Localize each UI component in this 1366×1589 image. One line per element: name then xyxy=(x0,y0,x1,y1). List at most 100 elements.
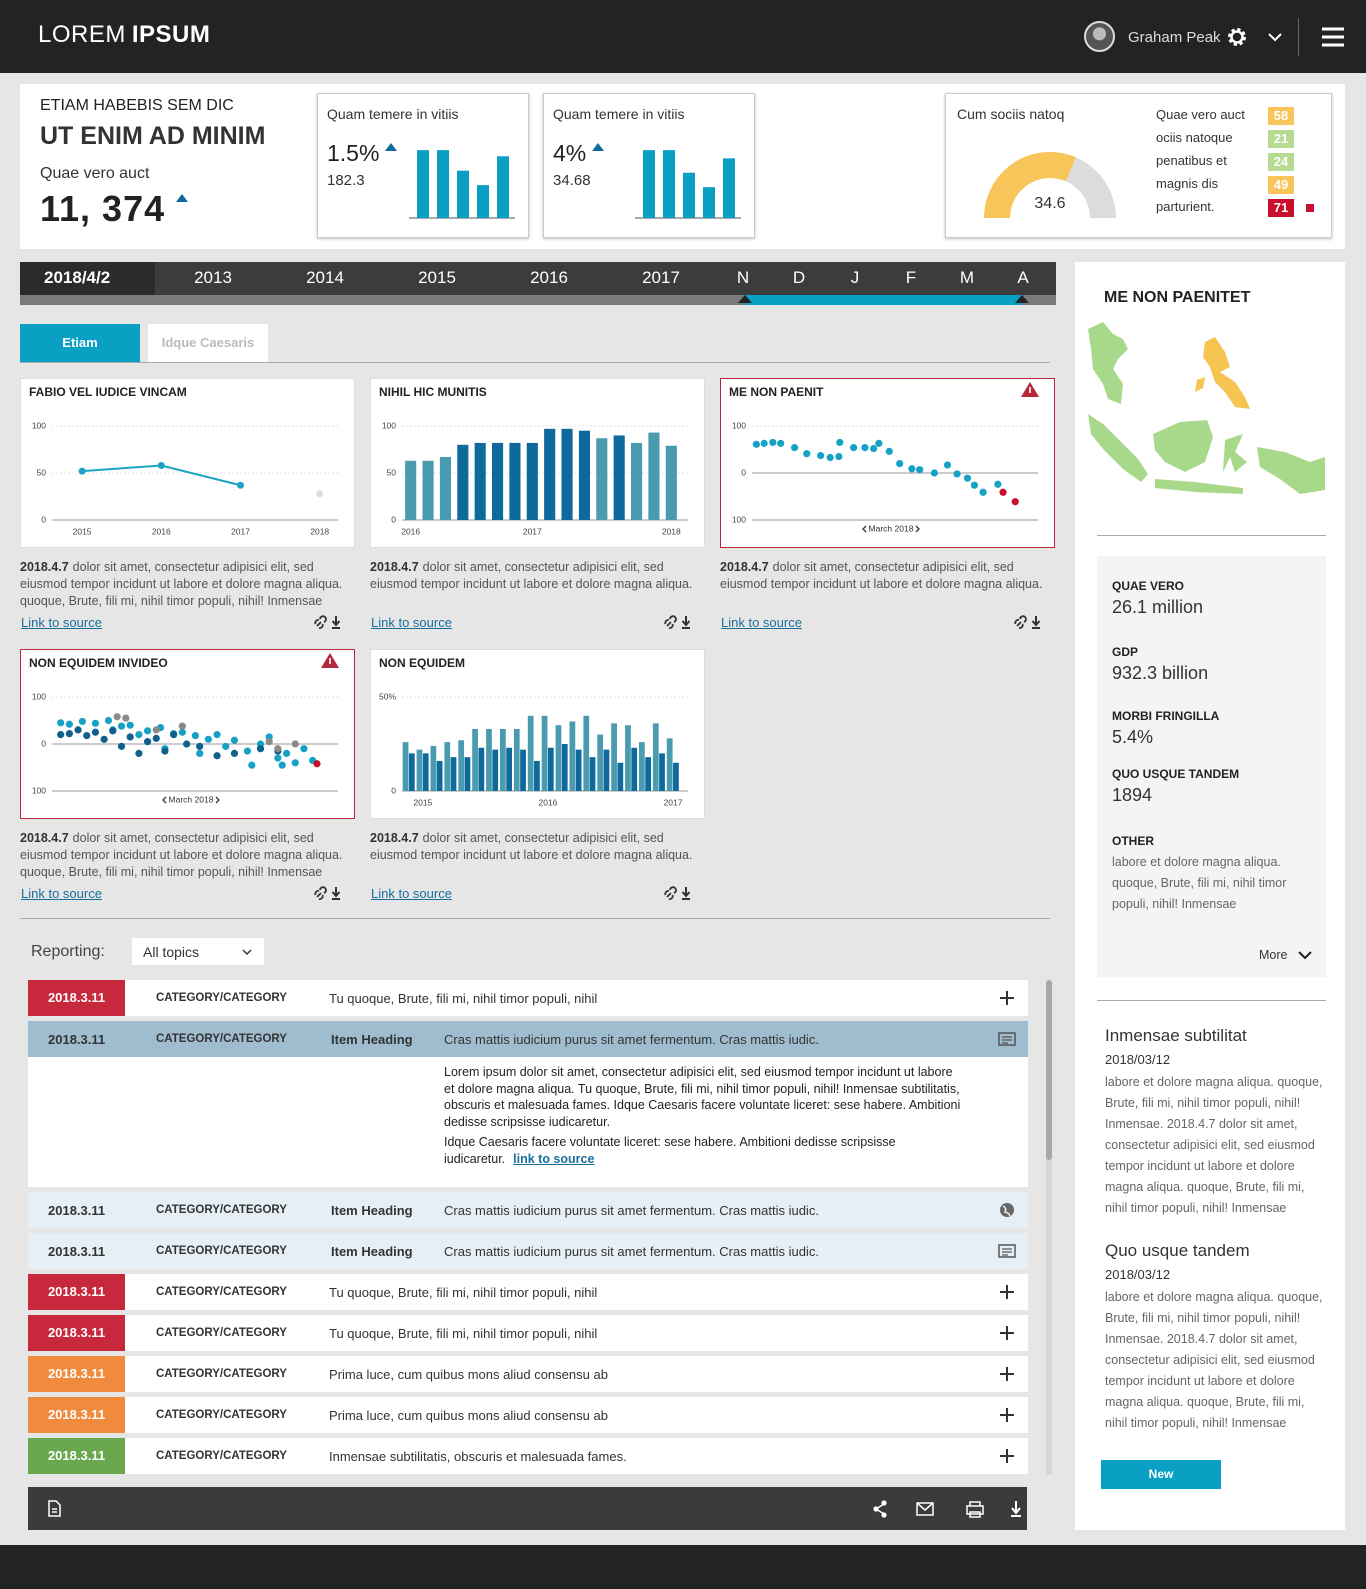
card-value: 34.68 xyxy=(553,172,591,189)
row-icon[interactable] xyxy=(998,1325,1016,1341)
gear-inner xyxy=(1230,30,1244,44)
settings-icon[interactable] xyxy=(1227,27,1247,47)
row-icon[interactable] xyxy=(998,1448,1016,1464)
point xyxy=(274,745,282,753)
action-icons xyxy=(48,1500,1021,1518)
more-link[interactable]: More xyxy=(1259,948,1288,962)
point xyxy=(230,749,239,757)
x-tick-label: 2015 xyxy=(413,797,432,807)
row-icon[interactable] xyxy=(998,1031,1016,1047)
bar xyxy=(422,753,429,791)
legend-label: penatibus et xyxy=(1156,153,1227,168)
point xyxy=(916,466,924,474)
timeline-month[interactable]: F xyxy=(905,268,917,287)
filter-value[interactable]: All topics xyxy=(143,944,200,960)
legend-label: Quae vero auct xyxy=(1156,107,1245,122)
timeline-current[interactable]: 2018/4/2 xyxy=(44,268,111,287)
point xyxy=(230,736,239,744)
legend-value: 24 xyxy=(1268,153,1294,171)
bar xyxy=(561,744,568,791)
triangle xyxy=(176,194,188,202)
point xyxy=(65,720,73,728)
row-icon[interactable] xyxy=(998,1366,1016,1382)
section-divider xyxy=(20,918,1050,919)
report-row[interactable] xyxy=(28,1315,1028,1351)
row-icon[interactable] xyxy=(998,1284,1016,1300)
bar xyxy=(430,745,437,791)
point xyxy=(213,731,221,739)
timeline-year[interactable]: 2017 xyxy=(642,268,680,287)
point xyxy=(117,722,126,730)
report-row[interactable] xyxy=(28,1192,1028,1228)
inline-link[interactable]: link to source xyxy=(513,1151,595,1166)
bar xyxy=(492,442,504,520)
new-button[interactable]: New xyxy=(1101,1460,1221,1489)
row-icon[interactable] xyxy=(998,1407,1016,1423)
avatar[interactable] xyxy=(1084,21,1115,52)
mail-icon xyxy=(916,1502,934,1516)
row-category: CATEGORY/CATEGORY xyxy=(156,1033,287,1045)
report-row[interactable] xyxy=(28,1356,1028,1392)
mini-chart: NON EQUIDEM 0 50% 2015 2016 2017 xyxy=(379,656,688,807)
bar xyxy=(422,460,434,520)
timeline-month[interactable]: D xyxy=(792,268,806,287)
hamburger[interactable] xyxy=(1322,27,1344,47)
filter-select[interactable] xyxy=(132,938,264,965)
map-region xyxy=(1203,337,1250,409)
timeline-month[interactable]: M xyxy=(959,268,975,287)
timeline-year[interactable]: 2016 xyxy=(530,268,568,287)
bar xyxy=(450,757,457,791)
point xyxy=(109,727,117,735)
bar xyxy=(683,172,695,218)
panel-actions xyxy=(314,886,341,900)
doc-icon xyxy=(998,1032,1016,1046)
status-date: 2018.3.11 xyxy=(28,1438,125,1474)
timeline-year[interactable]: 2015 xyxy=(418,268,456,287)
report-row[interactable] xyxy=(28,1438,1028,1474)
row-icon[interactable] xyxy=(998,990,1016,1006)
tab-active[interactable]: Etiam xyxy=(20,324,140,362)
source-link[interactable]: Link to source xyxy=(371,615,452,630)
bar xyxy=(638,742,645,791)
timeline-month[interactable]: N xyxy=(736,268,750,287)
link-icon xyxy=(1014,615,1027,629)
legend-flag xyxy=(1306,204,1314,212)
timeline-year[interactable]: 2014 xyxy=(306,268,344,287)
trend-up xyxy=(592,143,604,151)
row-icon[interactable] xyxy=(998,1202,1016,1218)
map-region xyxy=(1088,414,1148,482)
y-tick-label: 100 xyxy=(732,420,746,430)
bar xyxy=(416,749,423,791)
timeline-year[interactable]: 2013 xyxy=(194,268,232,287)
point xyxy=(74,726,82,734)
row-category: CATEGORY/CATEGORY xyxy=(156,1409,287,1421)
bar xyxy=(575,749,582,791)
source-link[interactable]: Link to source xyxy=(371,886,452,901)
point xyxy=(953,470,961,478)
row-icon[interactable] xyxy=(998,1243,1016,1259)
point xyxy=(78,717,87,726)
report-row[interactable] xyxy=(28,1397,1028,1433)
chart-title: ME NON PAENIT xyxy=(729,385,824,399)
chevron xyxy=(1298,951,1312,960)
source-link[interactable]: Link to source xyxy=(21,615,102,630)
bar xyxy=(631,747,638,791)
row-category: CATEGORY/CATEGORY xyxy=(156,1368,287,1380)
report-row[interactable] xyxy=(28,1233,1028,1269)
y-tick-label: 100 xyxy=(32,420,46,430)
tab[interactable]: Idque Caesaris xyxy=(148,324,268,362)
report-row[interactable] xyxy=(28,980,1028,1016)
source-link[interactable]: Link to source xyxy=(21,886,102,901)
report-row[interactable] xyxy=(28,1021,1028,1057)
map-region xyxy=(1155,479,1243,494)
report-row[interactable] xyxy=(28,1274,1028,1310)
bar xyxy=(477,185,489,218)
timeline-month[interactable]: A xyxy=(1017,268,1029,287)
user-name[interactable]: Graham Peak xyxy=(1128,29,1221,46)
timeline-month[interactable]: J xyxy=(850,268,860,287)
panel-actions xyxy=(314,615,341,629)
bar xyxy=(444,742,451,791)
source-link[interactable]: Link to source xyxy=(721,615,802,630)
scroll-thumb[interactable] xyxy=(1046,980,1052,1160)
news-text: labore et dolore magna aliqua. quoque, B… xyxy=(1105,1290,1323,1430)
